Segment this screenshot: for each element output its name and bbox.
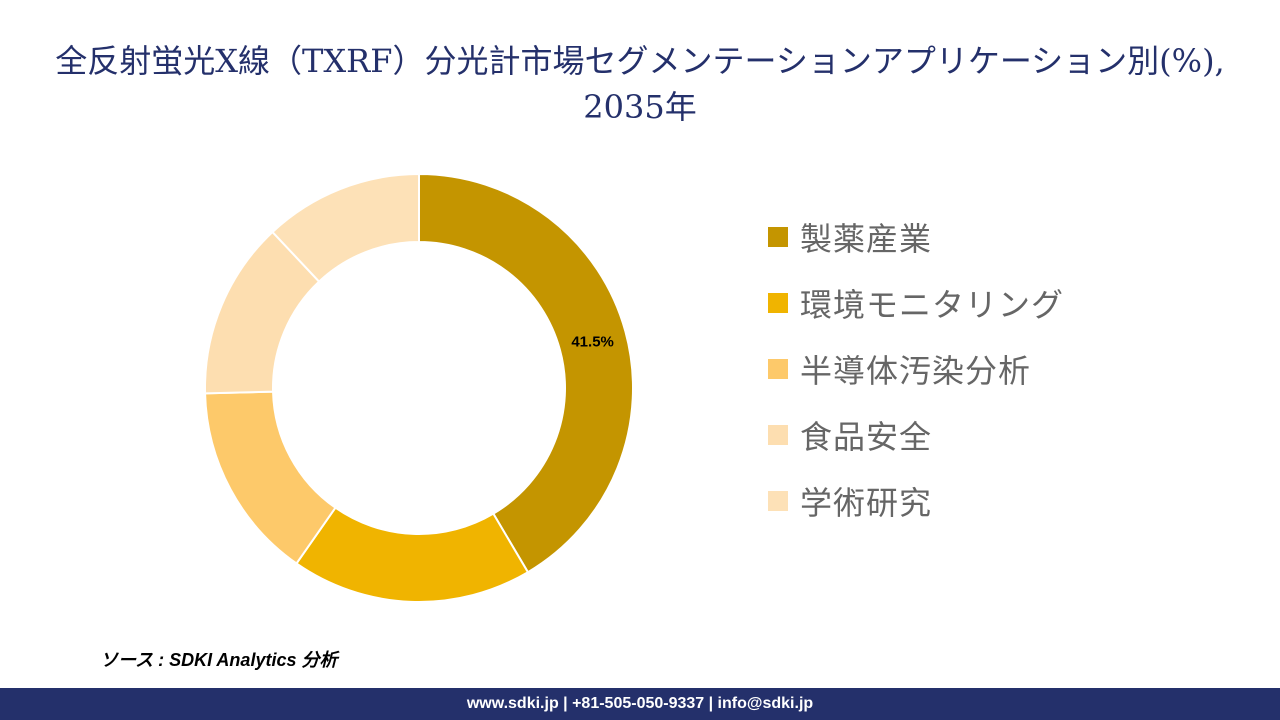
legend-item: 環境モニタリング (768, 260, 1064, 346)
legend-label: 食品安全 (800, 418, 933, 456)
donut-slice (271, 172, 420, 283)
chart-title: 全反射蛍光X線（TXRF）分光計市場セグメンテーションアプリケーション別(%),… (55, 42, 1225, 126)
legend-swatch (768, 425, 788, 445)
legend: 製薬産業 環境モニタリング 半導体汚染分析 食品安全 学術研究 (768, 194, 1064, 544)
data-label: 41.5% (571, 334, 614, 351)
source-note: ソース : SDKI Analytics 分析 (100, 650, 338, 670)
donut-slice (295, 506, 530, 603)
legend-item: 学術研究 (768, 458, 1064, 544)
legend-swatch (768, 359, 788, 379)
legend-label: 環境モニタリング (800, 286, 1065, 324)
footer-contact: www.sdki.jp | +81-505-050-9337 | info@sd… (0, 688, 1280, 720)
legend-swatch (768, 293, 788, 313)
legend-label: 学術研究 (800, 484, 933, 522)
legend-item: 食品安全 (768, 392, 1064, 478)
legend-label: 製薬産業 (800, 220, 933, 258)
donut-slice (418, 172, 634, 574)
legend-swatch (768, 227, 788, 247)
legend-swatch (768, 491, 788, 511)
legend-label: 半導体汚染分析 (800, 352, 1032, 390)
legend-item: 半導体汚染分析 (768, 326, 1064, 412)
legend-item: 製薬産業 (768, 194, 1064, 280)
